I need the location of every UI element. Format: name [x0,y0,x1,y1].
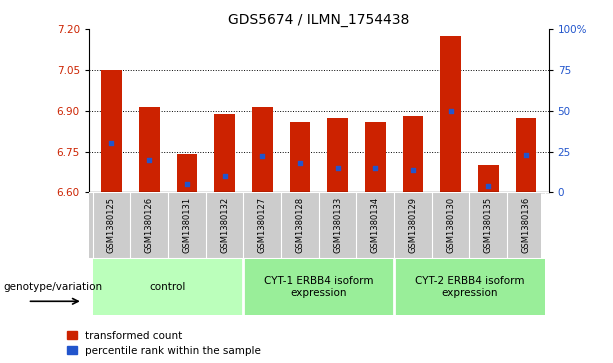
Text: CYT-1 ERBB4 isoform
expression: CYT-1 ERBB4 isoform expression [264,276,373,298]
FancyBboxPatch shape [93,259,243,315]
Text: GSM1380127: GSM1380127 [257,197,267,253]
Text: GSM1380135: GSM1380135 [484,197,493,253]
Point [107,140,116,146]
FancyBboxPatch shape [394,259,545,315]
Point [295,160,305,166]
Text: GSM1380136: GSM1380136 [522,197,530,253]
Text: control: control [150,282,186,292]
Bar [516,118,536,192]
Text: GSM1380126: GSM1380126 [145,197,154,253]
Bar [177,154,197,192]
Text: GSM1380130: GSM1380130 [446,197,455,253]
Bar [403,115,424,192]
Bar [289,122,310,192]
Text: GSM1380125: GSM1380125 [107,197,116,253]
Point [446,108,455,114]
Text: GSM1380133: GSM1380133 [333,197,342,253]
Point [370,165,380,171]
Bar [252,107,273,192]
Text: GSM1380134: GSM1380134 [371,197,380,253]
Point [333,165,343,171]
Bar [101,70,122,192]
Point [521,152,531,158]
Legend: transformed count, percentile rank within the sample: transformed count, percentile rank withi… [66,331,261,356]
Bar [365,122,386,192]
Point [182,181,192,187]
Text: GSM1380129: GSM1380129 [408,197,417,253]
Point [144,157,154,163]
Text: GSM1380131: GSM1380131 [182,197,191,253]
Bar [214,114,235,192]
Point [484,183,493,189]
Point [219,173,229,179]
Bar [440,36,461,192]
Text: GSM1380132: GSM1380132 [220,197,229,253]
Bar [327,118,348,192]
Point [257,154,267,159]
Point [408,167,418,172]
Text: genotype/variation: genotype/variation [3,282,102,292]
FancyBboxPatch shape [89,192,541,258]
FancyBboxPatch shape [243,259,394,315]
Bar [478,165,499,192]
Text: CYT-2 ERBB4 isoform
expression: CYT-2 ERBB4 isoform expression [415,276,524,298]
Text: GSM1380128: GSM1380128 [295,197,305,253]
Title: GDS5674 / ILMN_1754438: GDS5674 / ILMN_1754438 [228,13,409,26]
Bar [139,107,159,192]
